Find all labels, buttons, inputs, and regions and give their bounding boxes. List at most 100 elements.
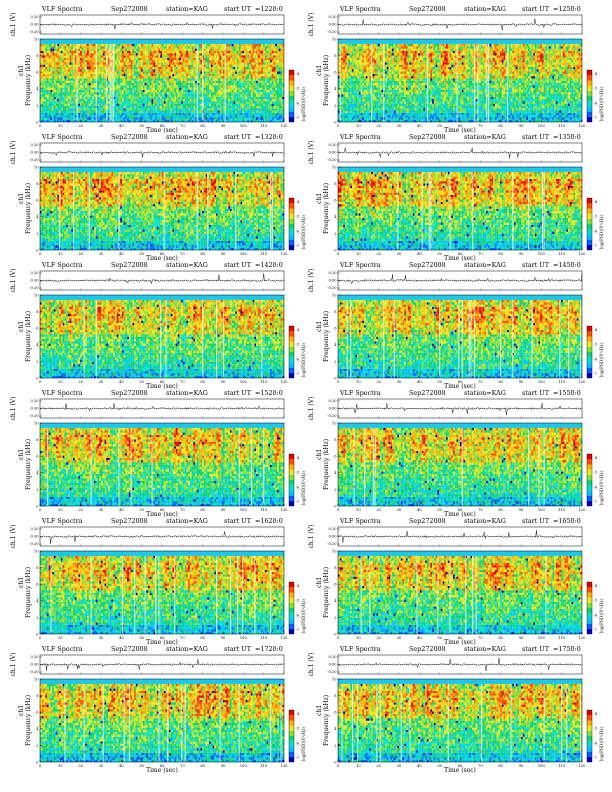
spectrogram-cell xyxy=(90,73,93,77)
spectrogram-cell xyxy=(116,108,119,111)
spectrogram-cell xyxy=(99,73,102,77)
spectrogram-cell xyxy=(200,110,203,113)
spectrogram-cell xyxy=(188,73,190,77)
spectrogram-cell xyxy=(64,80,67,84)
spectrogram-cell xyxy=(264,101,267,104)
spectrogram-cell xyxy=(221,66,224,70)
spectrogram-cell xyxy=(168,43,171,47)
spectrogram-cell xyxy=(182,108,185,111)
spectrogram-cell xyxy=(62,71,65,74)
spectrogram-cell xyxy=(128,57,131,61)
spectrogram-cell xyxy=(186,48,189,51)
spectrogram-cell xyxy=(184,80,187,84)
spectrogram-cell xyxy=(48,119,51,123)
spectrogram-cell xyxy=(231,78,234,81)
spectrogram-cell xyxy=(228,46,231,49)
spectrogram-cell xyxy=(132,103,135,106)
spectrogram-cell xyxy=(137,78,140,81)
spectrogram-cell xyxy=(92,112,95,116)
spectrogram-cell xyxy=(181,112,183,116)
spectrogram-cell xyxy=(78,85,81,88)
spectrogram-cell xyxy=(73,103,75,106)
spectrogram-cell xyxy=(256,115,258,118)
spectrogram-cell xyxy=(282,43,285,47)
spectrogram-cell xyxy=(71,46,74,49)
spectrogram-cell xyxy=(233,96,236,100)
spectrogram-cell xyxy=(102,62,105,65)
spectrogram-cell xyxy=(132,80,135,84)
spectrogram-cell xyxy=(247,105,250,109)
spectrogram-cell xyxy=(231,80,234,84)
spectrogram-cell xyxy=(160,46,163,49)
spectrogram-cell xyxy=(40,105,42,109)
spectrogram-cell xyxy=(53,71,56,74)
spectrogram-cell xyxy=(216,43,218,47)
spectrogram-cell xyxy=(139,105,142,109)
spectrogram-cell xyxy=(78,96,81,100)
spectrogram-cell xyxy=(221,119,224,123)
spectrogram-cell xyxy=(67,96,70,100)
spectrogram-cell xyxy=(92,110,95,113)
spectrogram-cell xyxy=(120,64,122,67)
spectrogram-cell xyxy=(43,53,46,56)
spectrogram-cell xyxy=(341,48,344,51)
spectrogram-cell xyxy=(134,119,136,123)
spectrogram-cell xyxy=(127,64,129,67)
spectrogram-cell xyxy=(182,94,185,97)
spectrogram-cell xyxy=(85,53,88,56)
spectrogram-cell xyxy=(338,78,340,81)
spectrogram-cell xyxy=(268,69,271,72)
spectrogram-cell xyxy=(118,50,121,54)
spectrogram-cell xyxy=(104,53,107,56)
spectrogram-cell xyxy=(69,50,72,54)
spectrogram-cell xyxy=(155,60,157,63)
spectrogram-cell xyxy=(48,60,51,63)
spectrogram-cell xyxy=(233,103,236,106)
spectrogram-cell xyxy=(127,60,129,63)
spectrogram-cell xyxy=(97,50,100,54)
spectrogram-cell xyxy=(278,85,281,88)
spectrogram-cell xyxy=(146,78,149,81)
spectrogram-cell xyxy=(245,64,248,67)
spectrogram-cell xyxy=(50,48,53,51)
spectrogram-cell xyxy=(125,46,128,49)
spectrogram-cell xyxy=(148,92,150,95)
spectrogram-cell xyxy=(116,89,119,93)
spectrogram-cell xyxy=(78,62,81,65)
spectrogram-cell xyxy=(74,64,77,67)
spectrogram-cell xyxy=(277,48,279,51)
spectrogram-cell xyxy=(130,85,133,88)
spectrogram-cell xyxy=(116,76,119,79)
spectrogram-cell xyxy=(134,96,136,100)
spectrogram-cell xyxy=(236,110,239,113)
spectrogram-cell xyxy=(64,82,67,86)
spectrogram-cell xyxy=(99,101,102,104)
spectrogram-cell xyxy=(94,105,96,109)
spectrogram-cell xyxy=(229,89,232,93)
spectrogram-cell xyxy=(118,99,121,102)
spectrogram-cell xyxy=(245,82,248,86)
spectrogram-cell xyxy=(123,53,126,56)
spectrogram-cell xyxy=(207,96,210,100)
spectrogram-cell xyxy=(216,112,218,116)
spectrogram-cell xyxy=(52,115,54,118)
spectrogram-cell xyxy=(198,60,201,63)
spectrogram-cell xyxy=(189,85,192,88)
spectrogram-cell xyxy=(179,46,182,49)
spectrogram-cell xyxy=(88,71,91,74)
spectrogram-cell xyxy=(264,92,267,95)
spectrogram-cell xyxy=(81,115,84,118)
spectrogram-cell xyxy=(212,85,215,88)
spectrogram-cell xyxy=(278,62,281,65)
spectrogram-cell xyxy=(127,85,129,88)
spectrogram-cell xyxy=(48,96,51,100)
spectrogram-cell xyxy=(175,64,178,67)
spectrogram-cell xyxy=(97,55,100,58)
spectrogram-cell xyxy=(231,73,234,77)
spectrogram-cell xyxy=(182,62,185,65)
spectrogram-cell xyxy=(102,103,105,106)
spectrogram-cell xyxy=(233,71,236,74)
spectrogram-cell xyxy=(261,82,264,86)
spectrogram-cell xyxy=(165,62,168,65)
spectrogram-cell xyxy=(121,101,124,104)
